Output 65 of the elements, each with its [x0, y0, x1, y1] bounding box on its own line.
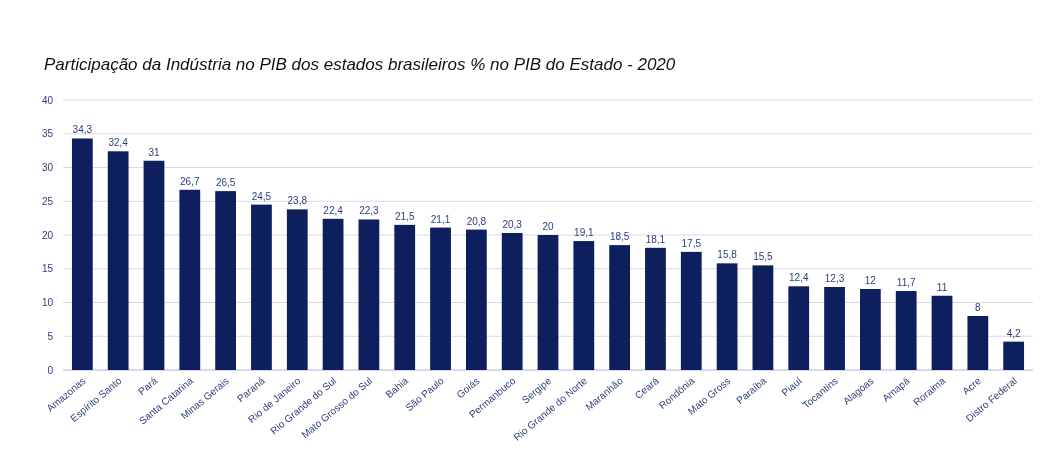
bar [609, 245, 631, 370]
bar [358, 219, 380, 370]
y-tick-label: 35 [41, 128, 54, 140]
bar [645, 247, 666, 370]
y-tick-label: 40 [41, 94, 54, 106]
data-label: 24,5 [251, 190, 272, 202]
bar [824, 286, 845, 370]
data-label: 12 [864, 275, 877, 286]
bar [752, 265, 774, 370]
data-label: 26,5 [215, 177, 236, 189]
data-label: 22,3 [359, 205, 380, 217]
data-label: 11,7 [896, 277, 916, 289]
y-tick-label: 15 [41, 263, 54, 275]
data-label: 17,5 [681, 237, 702, 249]
bar [251, 204, 272, 370]
bar [573, 241, 595, 370]
y-tick-label: 30 [41, 162, 54, 173]
bar [859, 289, 881, 370]
data-label: 21,5 [394, 210, 415, 222]
bar [465, 229, 487, 370]
bar [716, 263, 738, 370]
x-tick-label: Acre [960, 374, 984, 397]
data-label: 20,3 [502, 218, 523, 230]
bar [680, 251, 702, 370]
data-label: 19,1 [574, 227, 594, 239]
bar [430, 227, 451, 370]
data-label: 32,4 [108, 137, 129, 149]
data-label: 26,7 [180, 175, 200, 187]
bar [1003, 341, 1025, 370]
data-label: 34,3 [72, 124, 93, 136]
data-label: 12,4 [789, 272, 809, 284]
y-tick-label: 10 [41, 297, 54, 308]
data-label: 8 [975, 302, 982, 313]
bar [895, 291, 917, 370]
bar [931, 295, 953, 370]
data-label: 11 [936, 281, 948, 293]
data-label: 31 [148, 146, 160, 158]
data-label: 20 [542, 221, 554, 232]
data-label: 18,5 [609, 231, 630, 243]
data-label: 15,5 [753, 251, 774, 263]
bar [967, 316, 989, 370]
bar [143, 160, 165, 370]
data-label: 23,8 [287, 195, 308, 207]
bar [71, 138, 93, 370]
y-tick-label: 0 [47, 364, 54, 376]
bar [322, 218, 344, 370]
bar [179, 189, 201, 370]
bar [107, 151, 129, 370]
bar [286, 209, 308, 370]
data-label: 20,8 [466, 215, 487, 227]
bar [537, 235, 559, 370]
data-label: 21,1 [430, 213, 451, 225]
y-tick-label: 25 [41, 195, 54, 207]
y-tick-label: 20 [41, 229, 54, 241]
chart-title: Participação da Indústria no PIB dos estados brasileiros % no PIB do Estado - 2020 [44, 55, 676, 74]
data-label: 22,4 [323, 204, 344, 216]
data-label: 18,1 [645, 233, 666, 245]
bar [501, 232, 523, 370]
bar [788, 286, 810, 370]
data-label: 15,8 [717, 249, 738, 261]
bar [394, 224, 416, 370]
bar [215, 191, 237, 370]
data-label: 12,3 [824, 272, 845, 284]
y-tick-label: 5 [47, 330, 54, 342]
data-label: 4,2 [1006, 327, 1022, 339]
